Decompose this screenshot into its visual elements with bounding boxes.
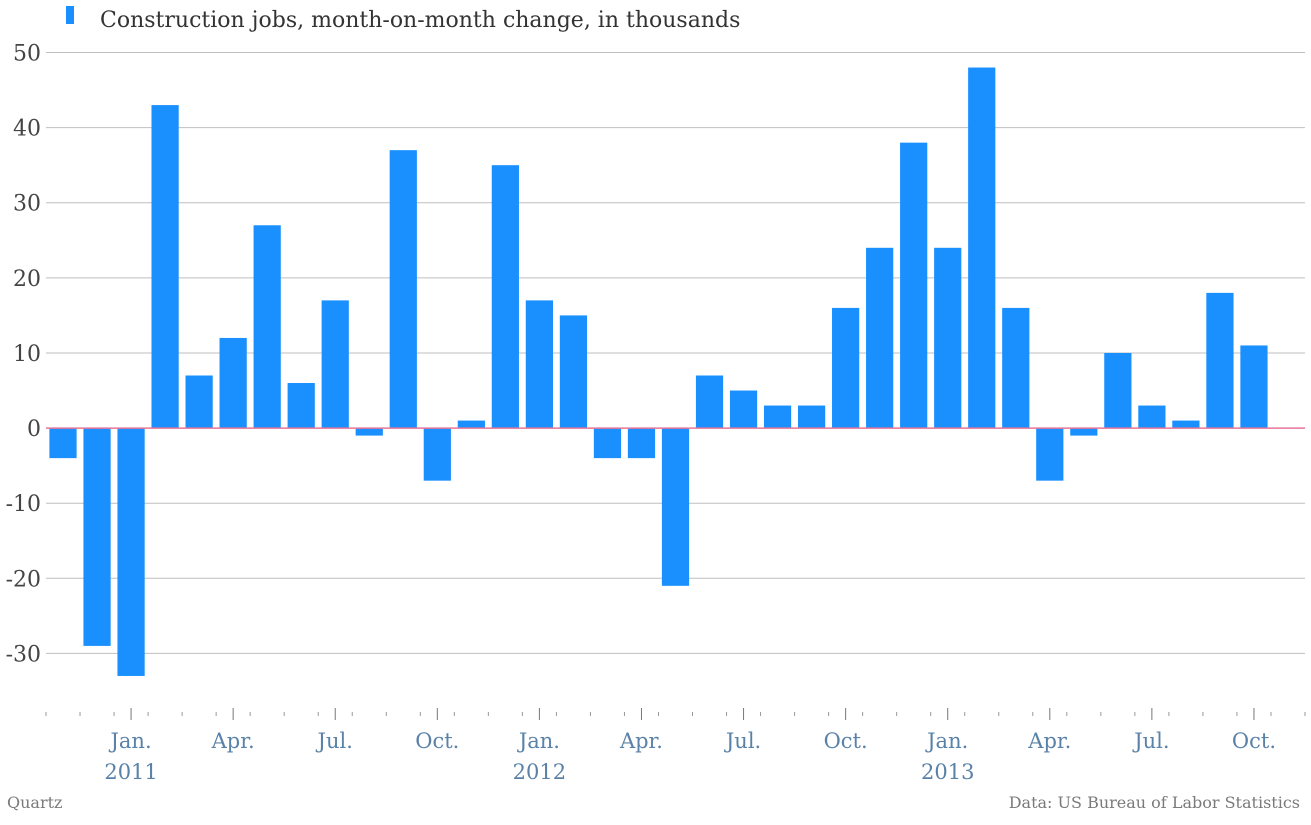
- bar-2010-12: [83, 428, 111, 646]
- bars: [49, 67, 1268, 676]
- bar-2013-02: [968, 67, 996, 429]
- legend-swatch: [66, 6, 74, 24]
- y-tick-label: -20: [6, 567, 41, 592]
- bar-2011-04: [219, 337, 247, 429]
- y-tick-label: -30: [6, 642, 41, 667]
- bar-2010-11: [49, 428, 77, 459]
- x-tick-label: Jul.: [316, 729, 353, 753]
- x-tick-label: Oct.: [415, 729, 459, 753]
- bar-2013-04: [1036, 428, 1064, 481]
- footer: Quartz Data: US Bureau of Labor Statisti…: [7, 793, 1300, 812]
- x-tick-label: Oct.: [824, 729, 868, 753]
- bar-2013-10: [1240, 345, 1268, 429]
- x-year-label: 2012: [513, 760, 566, 784]
- bar-2012-01: [525, 300, 554, 429]
- bar-2013-03: [1002, 307, 1030, 429]
- bar-2013-05: [1070, 428, 1098, 436]
- y-tick-label: 40: [13, 117, 41, 142]
- y-tick-label: 20: [13, 267, 41, 292]
- bar-2013-09: [1206, 292, 1234, 429]
- bar-2011-12: [491, 165, 519, 429]
- bar-2012-06: [695, 375, 724, 429]
- x-tick-label: Jan.: [925, 729, 968, 753]
- y-tick-label: 30: [13, 192, 41, 217]
- x-tick-label: Jan.: [108, 729, 151, 753]
- x-tick-label: Oct.: [1232, 729, 1276, 753]
- bar-2012-03: [593, 428, 622, 459]
- bar-2012-09: [797, 405, 826, 429]
- x-tick-label: Apr.: [1027, 729, 1071, 753]
- bar-2013-07: [1138, 405, 1166, 429]
- x-tick-label: Apr.: [619, 729, 663, 753]
- y-tick-label: 50: [13, 42, 41, 67]
- bar-2011-09: [389, 150, 417, 429]
- y-axis: 50 40 30 20 10 0 -10 -20 -30: [6, 42, 41, 668]
- bar-2013-08: [1172, 420, 1200, 429]
- legend: Construction jobs, month-on-month change…: [66, 6, 740, 33]
- bar-2012-08: [763, 405, 792, 429]
- footer-source: Quartz: [7, 793, 62, 812]
- bar-2011-01: [117, 428, 145, 676]
- footer-credit: Data: US Bureau of Labor Statistics: [1009, 793, 1300, 812]
- x-year-label: 2013: [921, 760, 974, 784]
- bar-2011-03: [185, 375, 213, 429]
- bar-2013-06: [1104, 352, 1132, 429]
- bar-2011-05: [253, 225, 281, 429]
- y-tick-label: 0: [27, 417, 41, 442]
- x-tick-label: Jul.: [724, 729, 761, 753]
- x-tick-label: Jan.: [517, 729, 560, 753]
- bar-2012-04: [627, 428, 656, 459]
- x-tick-label: Apr.: [211, 729, 255, 753]
- bar-2011-06: [287, 383, 315, 429]
- x-tick-label: Jul.: [1132, 729, 1169, 753]
- x-year-label: 2011: [104, 760, 157, 784]
- bar-2012-10: [832, 307, 860, 429]
- bar-2012-12: [900, 142, 928, 429]
- bar-2011-10: [423, 428, 451, 481]
- bar-2012-02: [559, 315, 588, 429]
- bar-2011-07: [321, 300, 349, 429]
- y-tick-label: 10: [13, 342, 41, 367]
- legend-label: Construction jobs, month-on-month change…: [100, 8, 740, 33]
- bar-2012-07: [729, 390, 758, 429]
- bar-2012-11: [866, 247, 894, 429]
- bar-2011-11: [457, 420, 485, 429]
- bar-2011-08: [355, 428, 383, 436]
- bar-2013-01: [934, 247, 962, 429]
- bar-2011-02: [151, 105, 179, 429]
- bar-2012-05: [661, 428, 690, 586]
- y-tick-label: -10: [6, 492, 41, 517]
- x-axis: Jan. Apr. Jul. Oct. Jan. Apr. Jul. Oct. Jan. Apr.…: [45, 708, 1306, 784]
